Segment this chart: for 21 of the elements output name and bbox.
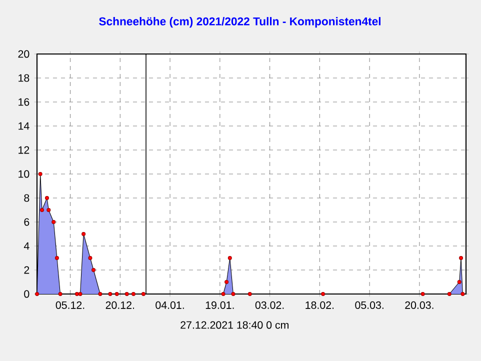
- y-tick-label: 10: [18, 170, 30, 178]
- x-tick-label: 05.12.: [56, 301, 84, 309]
- y-tick-label: 0: [24, 290, 30, 298]
- y-tick-label: 12: [18, 146, 30, 154]
- text: 27.12.2021 18:40 0 cm: [180, 321, 288, 329]
- y-tick-label: 16: [18, 98, 30, 106]
- y-tick-label: 18: [18, 74, 30, 82]
- x-tick-label: 20.03.: [405, 301, 434, 309]
- x-tick-label: 04.01.: [156, 301, 184, 309]
- x-tick-label: 19.01.: [206, 301, 234, 309]
- x-tick-label: 20.12.: [106, 301, 134, 309]
- x-tick-label: 05.03.: [355, 301, 384, 309]
- y-tick-label: 8: [24, 194, 30, 202]
- y-tick-label: 6: [24, 218, 30, 226]
- y-tick-label: 14: [18, 122, 30, 130]
- chart-title: Schneehöhe (cm) 2021/2022 Tulln - Komponisten4tel: [99, 17, 380, 28]
- y-tick-label: 4: [24, 242, 30, 250]
- y-tick-label: 2: [24, 266, 30, 274]
- y-tick-label: 20: [18, 50, 30, 58]
- x-tick-label: 03.02.: [255, 301, 284, 309]
- x-tick-label: 18.02.: [306, 301, 334, 309]
